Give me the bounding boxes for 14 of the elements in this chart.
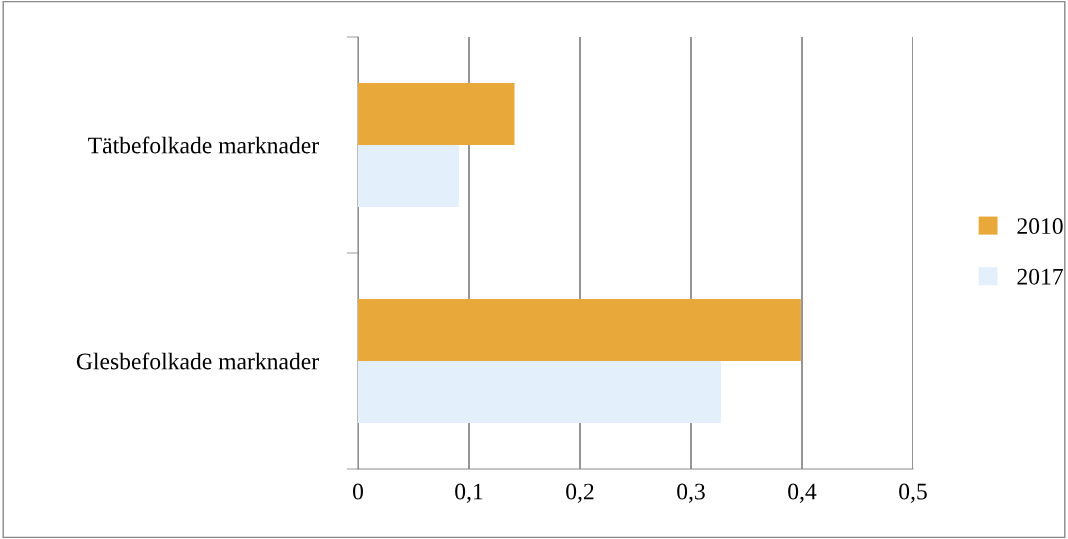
x-tick-label: 0,5: [899, 483, 927, 503]
bar: [358, 299, 801, 361]
x-tick-label: 0,2: [566, 483, 594, 503]
x-tick-label: 0,1: [455, 483, 483, 503]
x-tick-label: 0,4: [788, 483, 817, 503]
y-tick-label: Glesbefolkade marknader: [76, 352, 319, 370]
bar: [358, 361, 721, 423]
x-tick-label: 0,3: [677, 483, 705, 503]
legend-label: 2010: [1017, 218, 1063, 235]
bar: [358, 145, 460, 207]
legend-label: 2017: [1017, 268, 1063, 285]
y-tick-label: Tätbefolkade marknader: [88, 136, 319, 154]
bar: [358, 83, 515, 145]
x-tick-label: 0: [353, 483, 363, 500]
